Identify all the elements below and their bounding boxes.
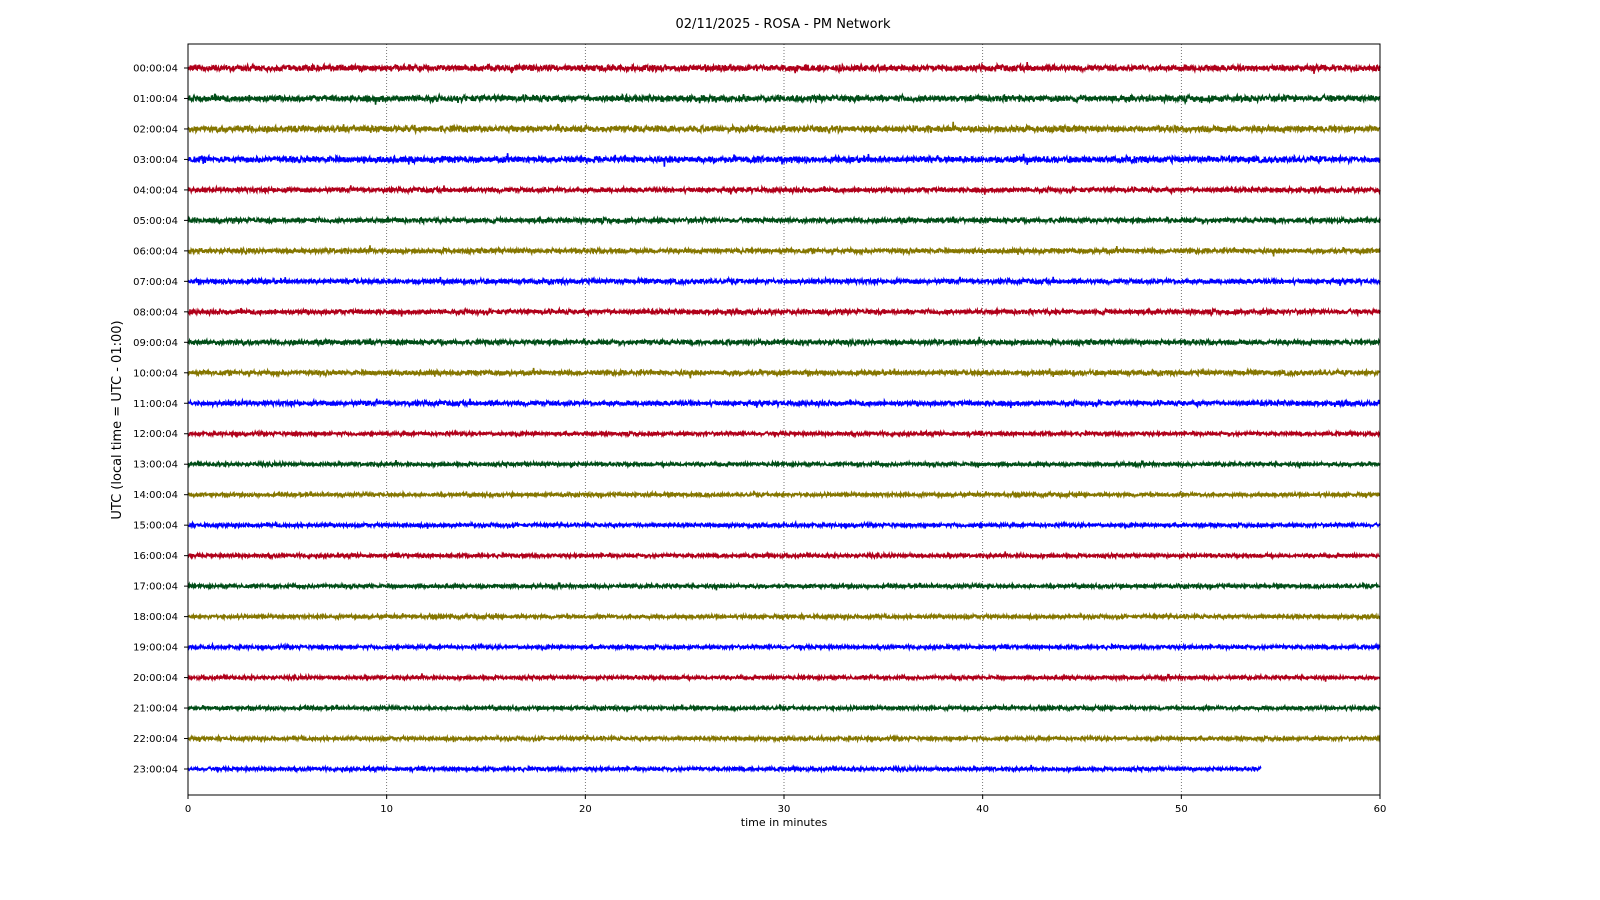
x-tick-label: 10 xyxy=(380,804,393,815)
y-axis: 00:00:04 01:00:04 02:00:04 03:00:04 04:00:04… xyxy=(133,64,188,776)
x-tick-label: 0 xyxy=(185,804,191,815)
trace-09:00:04 xyxy=(187,336,1381,348)
y-tick-label: 23:00:04 xyxy=(133,765,178,776)
trace-13:00:04 xyxy=(187,459,1381,470)
trace-17:00:04 xyxy=(187,581,1381,591)
x-tick-label: 60 xyxy=(1374,804,1387,815)
x-tick-label: 20 xyxy=(579,804,592,815)
y-tick-label: 09:00:04 xyxy=(133,338,178,349)
grid-lines xyxy=(386,44,1182,795)
trace-06:00:04 xyxy=(187,245,1381,257)
trace-16:00:04 xyxy=(187,550,1381,561)
trace-12:00:04 xyxy=(187,428,1381,439)
trace-11:00:04 xyxy=(187,397,1381,409)
trace-00:00:04 xyxy=(187,61,1381,75)
y-tick-label: 01:00:04 xyxy=(133,94,178,105)
trace-19:00:04 xyxy=(187,641,1381,653)
y-tick-label: 04:00:04 xyxy=(133,185,178,196)
trace-20:00:04 xyxy=(187,672,1381,683)
chart-title: 02/11/2025 - ROSA - PM Network xyxy=(676,17,891,32)
y-tick-label: 20:00:04 xyxy=(133,673,178,684)
y-tick-label: 13:00:04 xyxy=(133,460,178,471)
y-tick-label: 11:00:04 xyxy=(133,399,178,410)
y-tick-label: 17:00:04 xyxy=(133,582,178,593)
trace-08:00:04 xyxy=(187,306,1381,318)
y-tick-label: 21:00:04 xyxy=(133,704,178,715)
x-tick-label: 40 xyxy=(976,804,989,815)
trace-21:00:04 xyxy=(187,702,1381,713)
trace-03:00:04 xyxy=(187,153,1381,167)
x-axis-label: time in minutes xyxy=(741,816,828,829)
trace-15:00:04 xyxy=(187,519,1381,531)
trace-22:00:04 xyxy=(187,733,1381,744)
x-tick-label: 30 xyxy=(778,804,791,815)
y-tick-label: 18:00:04 xyxy=(133,612,178,623)
y-tick-label: 15:00:04 xyxy=(133,521,178,532)
y-axis-label: UTC (local time = UTC - 01:00) xyxy=(110,320,125,519)
y-tick-label: 06:00:04 xyxy=(133,246,178,257)
trace-05:00:04 xyxy=(187,214,1381,226)
x-axis: 0 10 20 30 40 50 60 xyxy=(185,795,1387,815)
trace-01:00:04 xyxy=(187,92,1381,106)
x-tick-label: 50 xyxy=(1175,804,1188,815)
y-tick-label: 08:00:04 xyxy=(133,307,178,318)
y-tick-label: 14:00:04 xyxy=(133,490,178,501)
y-tick-label: 10:00:04 xyxy=(133,368,178,379)
trace-14:00:04 xyxy=(187,489,1381,500)
trace-18:00:04 xyxy=(187,611,1381,622)
y-tick-label: 22:00:04 xyxy=(133,734,178,745)
y-tick-label: 02:00:04 xyxy=(133,124,178,135)
trace-23:00:04 xyxy=(187,763,1262,775)
trace-04:00:04 xyxy=(187,184,1381,196)
trace-10:00:04 xyxy=(187,367,1381,379)
y-tick-label: 16:00:04 xyxy=(133,551,178,562)
y-tick-label: 07:00:04 xyxy=(133,277,178,288)
y-tick-label: 19:00:04 xyxy=(133,643,178,654)
y-tick-label: 05:00:04 xyxy=(133,216,178,227)
y-tick-label: 12:00:04 xyxy=(133,429,178,440)
y-tick-label: 00:00:04 xyxy=(133,64,178,75)
trace-07:00:04 xyxy=(187,275,1381,287)
traces xyxy=(187,61,1381,775)
trace-02:00:04 xyxy=(187,121,1381,136)
y-tick-label: 03:00:04 xyxy=(133,155,178,166)
